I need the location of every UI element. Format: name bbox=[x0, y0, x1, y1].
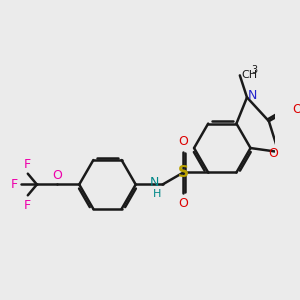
Text: F: F bbox=[24, 158, 32, 170]
Text: N: N bbox=[150, 176, 159, 189]
Text: O: O bbox=[292, 103, 300, 116]
Text: S: S bbox=[178, 165, 189, 180]
Text: CH: CH bbox=[242, 70, 258, 80]
Text: F: F bbox=[24, 199, 32, 212]
Text: O: O bbox=[52, 169, 62, 182]
Text: N: N bbox=[248, 89, 257, 102]
Text: O: O bbox=[178, 135, 188, 148]
Text: O: O bbox=[178, 197, 188, 210]
Text: 3: 3 bbox=[251, 65, 257, 75]
Text: F: F bbox=[10, 178, 17, 191]
Text: O: O bbox=[268, 147, 278, 160]
Text: H: H bbox=[153, 189, 161, 199]
